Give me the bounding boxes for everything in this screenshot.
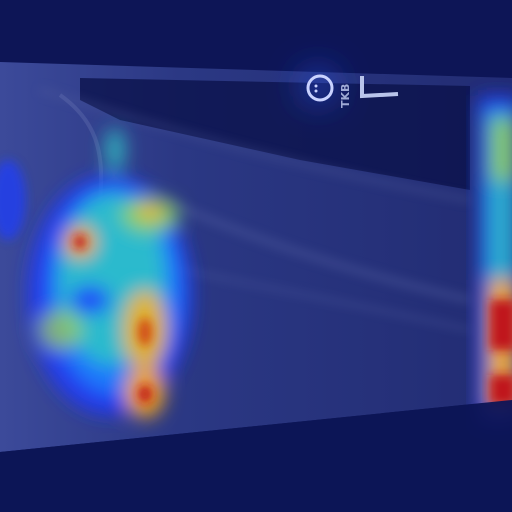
lower-background: [0, 400, 512, 512]
bracket-marking-icon: [360, 76, 399, 99]
heat-peaks-left: [74, 235, 152, 403]
dark-band: [80, 78, 470, 190]
structure-line: [39, 87, 471, 203]
circle-marking-icon: [306, 74, 334, 102]
heat-peaks-right: [490, 300, 512, 405]
engraved-marking-text: TKB: [339, 83, 352, 108]
heat-spot: [292, 60, 344, 112]
heat-spot: [0, 160, 26, 240]
